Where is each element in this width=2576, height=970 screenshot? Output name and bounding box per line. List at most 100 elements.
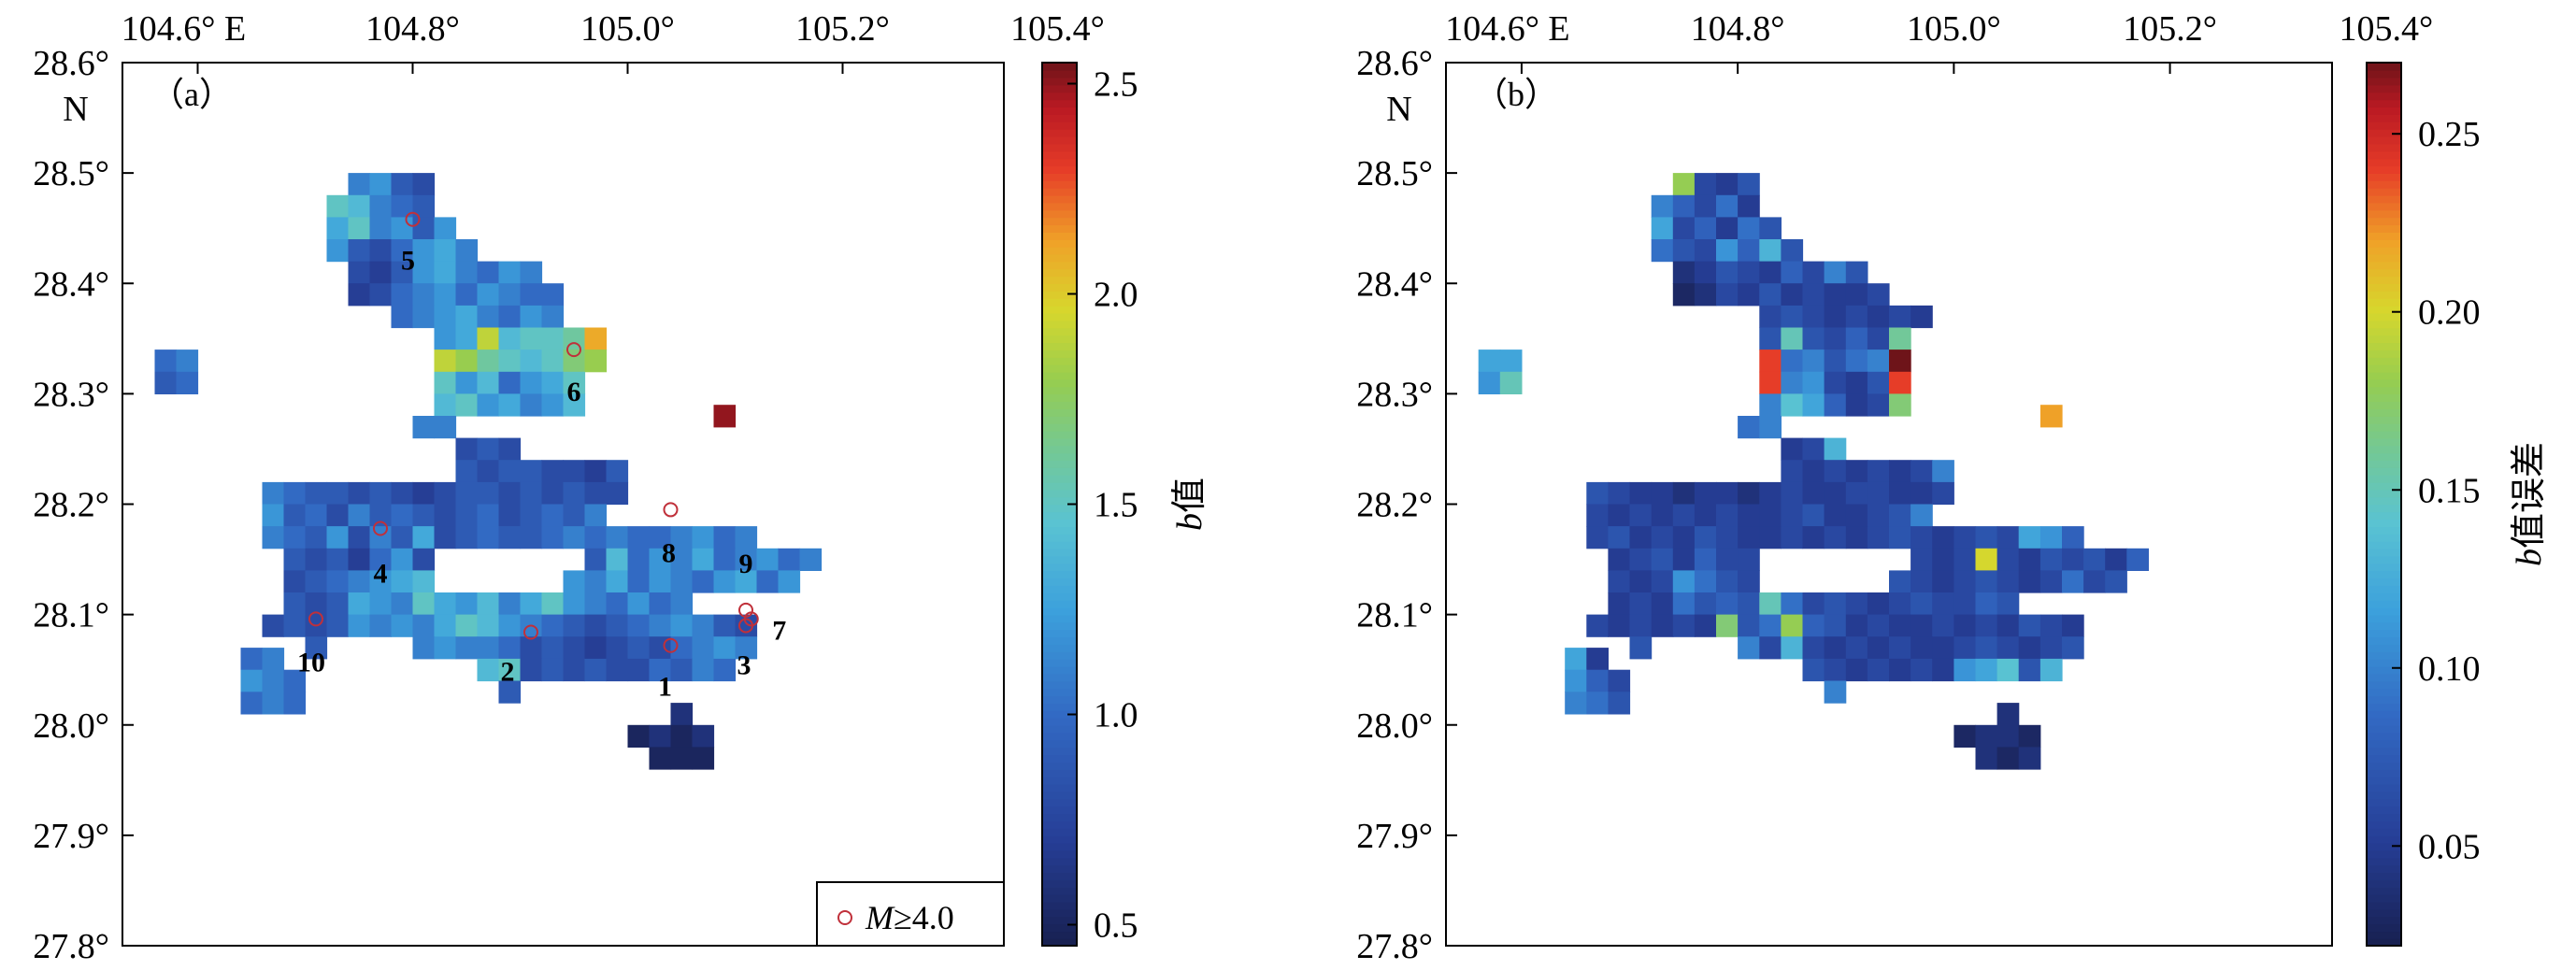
heatmap-cells — [1478, 173, 2149, 770]
heatmap-cell — [1565, 669, 1587, 692]
heatmap-cell — [2018, 526, 2041, 549]
colorbar-swatch — [1042, 460, 1077, 468]
heatmap-cell — [1738, 526, 1760, 549]
heatmap-cell — [1478, 371, 1501, 394]
colorbar-swatch — [2367, 680, 2401, 690]
heatmap-cell — [1781, 481, 1804, 506]
heatmap-cell — [1932, 614, 1954, 637]
heatmap-cell — [520, 504, 543, 527]
x-tick-label: 105.4° — [1010, 9, 1105, 49]
heatmap-cell — [369, 217, 393, 240]
colorbar-swatch — [2367, 548, 2401, 557]
heatmap-cell — [262, 504, 285, 527]
heatmap-cell — [1889, 592, 1911, 616]
colorbar-swatch — [2367, 408, 2401, 417]
heatmap-cell — [477, 261, 500, 284]
heatmap-cell — [1802, 658, 1825, 682]
heatmap-cell — [455, 437, 479, 461]
colorbar-swatch — [2367, 364, 2401, 373]
heatmap-cell — [1694, 283, 1717, 307]
colorbar-swatch — [1042, 92, 1077, 101]
heatmap-cell — [391, 526, 414, 549]
x-tick-label: 104.6° E — [1445, 9, 1569, 49]
heatmap-cell — [1651, 570, 1674, 593]
heatmap-cell — [735, 636, 758, 660]
colorbar-swatch — [1042, 783, 1077, 792]
heatmap-cell — [498, 614, 522, 637]
colorbar-swatch — [1042, 724, 1077, 734]
heatmap-cell — [283, 614, 307, 637]
heatmap-cell — [541, 504, 565, 527]
heatmap-cell — [520, 327, 543, 350]
y-tick-label: 28.6° — [1356, 44, 1433, 83]
heatmap-cell — [455, 614, 479, 637]
legend-label-italic: M — [865, 899, 895, 936]
heatmap-cell — [1845, 305, 1868, 329]
panel-label: （b） — [1474, 76, 1558, 113]
colorbar-swatch — [2367, 416, 2401, 424]
heatmap-cell — [369, 481, 393, 506]
heatmap-cell — [1802, 283, 1825, 307]
heatmap-cell — [1911, 570, 1933, 593]
colorbar-swatch — [1042, 283, 1077, 292]
heatmap-cell — [520, 261, 543, 284]
colorbar-swatch — [1042, 872, 1077, 880]
colorbar-swatch — [2367, 496, 2401, 506]
heatmap-cell — [1911, 481, 1933, 506]
heatmap-cell — [477, 592, 500, 616]
heatmap-cell — [1889, 614, 1911, 637]
colorbar-swatch — [1042, 312, 1077, 321]
heatmap-cell — [1738, 481, 1760, 506]
heatmap-cell — [1499, 349, 1523, 373]
heatmap-cell — [434, 526, 457, 549]
heatmap-cell — [1716, 504, 1739, 527]
heatmap-cell — [1845, 636, 1868, 660]
heatmap-cell — [541, 636, 565, 660]
heatmap-cell — [1996, 614, 2020, 637]
heatmap-cell — [1845, 371, 1868, 394]
heatmap-cell — [1716, 526, 1739, 549]
colorbar-swatch — [2367, 232, 2401, 240]
heatmap-cell — [305, 481, 328, 506]
heatmap-cell — [520, 481, 543, 506]
colorbar-swatch — [2367, 938, 2401, 947]
heatmap-cell — [1845, 504, 1868, 527]
heatmap-cell — [1953, 614, 1977, 637]
heatmap-cell — [348, 570, 371, 593]
colorbar-tick-label: 1.5 — [1094, 486, 1138, 525]
colorbar-swatch — [2367, 128, 2401, 137]
heatmap-cell — [305, 504, 328, 527]
colorbar-swatch — [1042, 437, 1077, 447]
heatmap-cell — [326, 504, 350, 527]
colorbar-swatch — [1042, 908, 1077, 918]
heatmap-cell — [1802, 305, 1825, 329]
heatmap-cell — [1781, 460, 1804, 483]
heatmap-cell — [563, 658, 586, 682]
heatmap-cell — [1911, 305, 1933, 329]
colorbar-swatch — [1042, 673, 1077, 682]
colorbar-swatch — [1042, 349, 1077, 358]
heatmap-cell — [434, 614, 457, 637]
heatmap-cell — [262, 648, 285, 671]
heatmap-cell — [1651, 614, 1674, 637]
heatmap-cell — [1738, 194, 1760, 218]
heatmap-cell — [1629, 570, 1653, 593]
heatmap-cell — [1867, 504, 1890, 527]
colorbar-swatch — [2367, 606, 2401, 616]
heatmap-cell — [627, 724, 651, 748]
colorbar-swatch — [1042, 422, 1077, 432]
heatmap-cell — [498, 658, 522, 682]
heatmap-cell — [391, 305, 414, 329]
heatmap-cell — [1889, 349, 1911, 373]
heatmap-cell — [1781, 526, 1804, 549]
heatmap-cell — [412, 526, 436, 549]
colorbar-swatch — [2367, 121, 2401, 130]
heatmap-cell — [1824, 526, 1847, 549]
heatmap-cell — [412, 217, 436, 240]
x-tick-label: 105.4° — [2339, 9, 2433, 49]
y-tick-label: 28.0° — [33, 706, 109, 746]
heatmap-cell — [520, 305, 543, 329]
colorbar-swatch — [2367, 864, 2401, 874]
colorbar-swatch — [2367, 467, 2401, 476]
heatmap-cell — [670, 570, 694, 593]
